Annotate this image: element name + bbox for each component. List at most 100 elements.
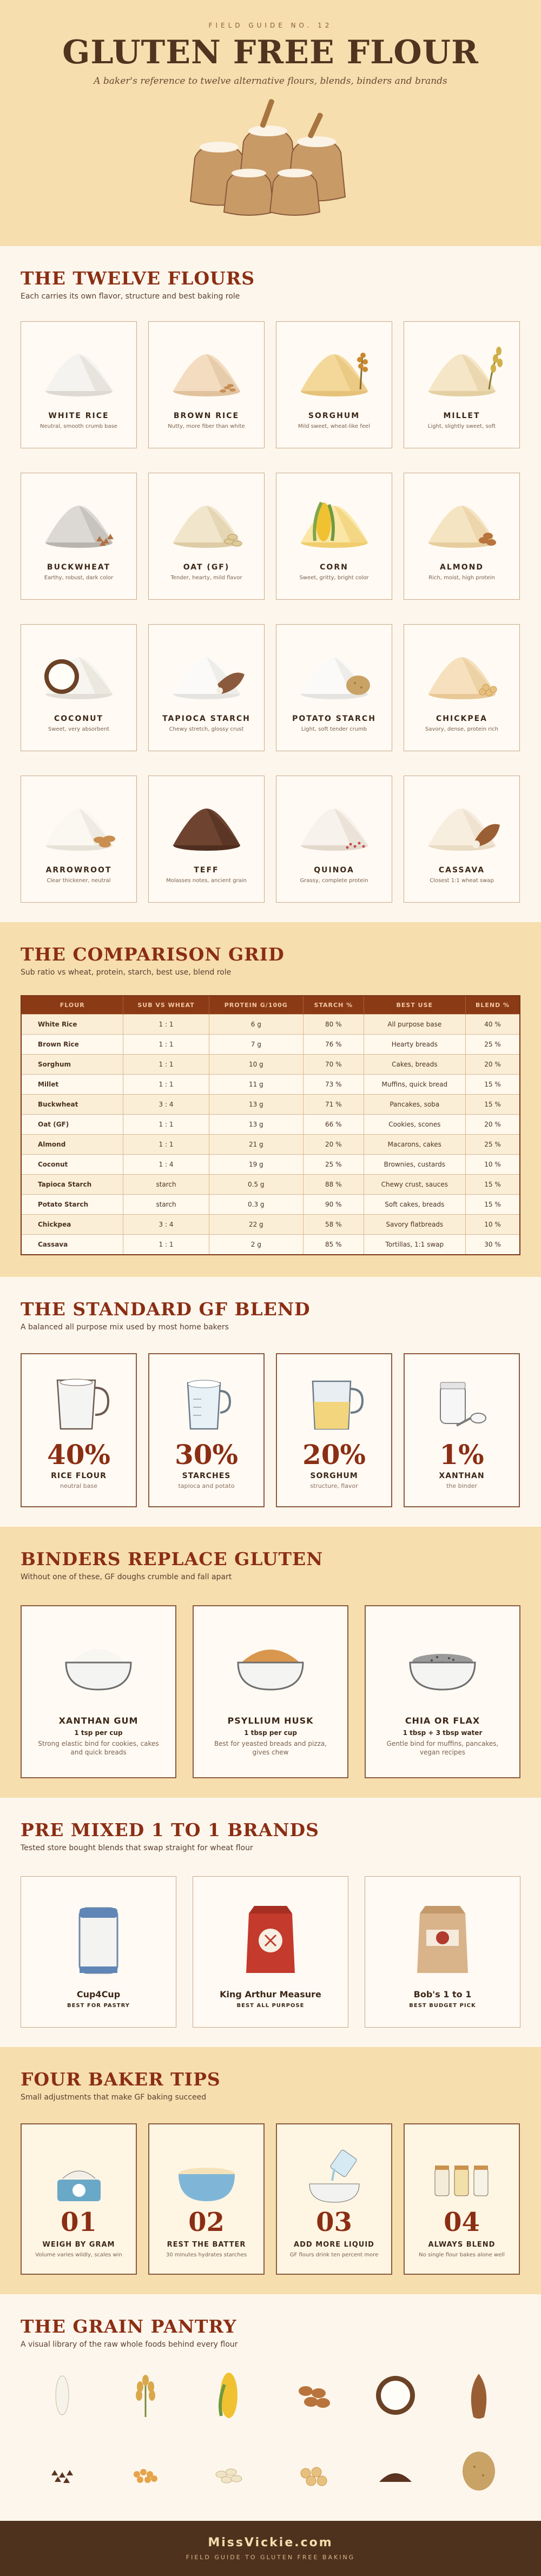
flour-card: ARROWROOT Clear thickener, neutral — [21, 776, 137, 903]
binder-dose: 1 tbsp per cup — [244, 1729, 297, 1737]
binder-dose: 1 tsp per cup — [74, 1729, 123, 1737]
table-row: Sorghum 1 : 1 10 g 70 % Cakes, breads 20 % — [21, 1054, 520, 1075]
flour-desc: Tender, hearty, mild flavor — [170, 575, 242, 581]
table-cell: Tapioca Starch — [21, 1174, 124, 1195]
pantry-item — [285, 2368, 339, 2422]
brands-title: PRE MIXED 1 TO 1 BRANDS — [21, 1819, 319, 1840]
coconut-icon — [376, 2375, 415, 2415]
red-flour-bag-icon — [246, 1905, 295, 1973]
chia-bowl-icon — [409, 1653, 476, 1691]
flour-card: QUINOA Grassy, complete protein — [276, 776, 392, 903]
flour-name: BROWN RICE — [173, 412, 240, 420]
binder-card: CHIA OR FLAX 1 tbsp + 3 tbsp water Gentl… — [365, 1605, 520, 1778]
flour-card: CORN Sweet, gritty, bright color — [276, 473, 392, 600]
binder-desc: Gentle bind for muffins, pancakes, vegan… — [386, 1739, 499, 1757]
table-header-row: FLOUR SUB VS WHEAT PROTEIN G/100G STARCH % B… — [21, 996, 520, 1015]
binder-desc: Strong elastic bind for cookies, cakes a… — [38, 1739, 159, 1757]
table-row: Chickpea 3 : 4 22 g 58 % Savory flatbreads 10… — [21, 1214, 520, 1235]
table-cell: 76 % — [302, 1034, 364, 1055]
table-cell: 20 % — [465, 1114, 520, 1135]
brand-name: King Arthur Measure — [220, 1989, 321, 1999]
table-cell: All purpose base — [363, 1014, 466, 1035]
table-cell: Chewy crust, sauces — [363, 1174, 466, 1195]
table-cell: 20 % — [465, 1054, 520, 1075]
table-cell: 1 : 1 — [123, 1074, 209, 1095]
table-cell: 25 % — [302, 1154, 364, 1175]
table-cell: 1 : 1 — [123, 1134, 209, 1155]
millet-flour-icon — [428, 347, 503, 396]
table-cell: 58 % — [302, 1214, 364, 1235]
table-header-cell: BLEND % — [465, 996, 520, 1015]
tip-number: 01 — [61, 2207, 97, 2237]
table-row: Millet 1 : 1 11 g 73 % Muffins, quick bread 1… — [21, 1074, 520, 1095]
table-row: Buckwheat 3 : 4 13 g 71 % Pancakes, soba 15 % — [21, 1094, 520, 1115]
table-cell: Soft cakes, breads — [363, 1194, 466, 1215]
binder-card: PSYLLIUM HUSK 1 tbsp per cup Best for ye… — [193, 1605, 348, 1778]
table-cell: 0.5 g — [208, 1174, 304, 1195]
flours-title: THE TWELVE FLOURS — [21, 268, 255, 289]
jars-icon — [434, 2165, 488, 2196]
chickpeas-icon — [300, 2467, 327, 2486]
blend-card: 40% RICE FLOUR neutral base — [21, 1353, 137, 1507]
cassava-root-icon — [471, 2373, 487, 2419]
table-cell: 6 g — [208, 1014, 304, 1035]
flour-card: BUCKWHEAT Earthy, robust, dark color — [21, 473, 137, 600]
tip-number: 03 — [316, 2207, 352, 2237]
tip-title: REST THE BATTER — [167, 2240, 246, 2249]
pantry-item — [35, 2368, 89, 2422]
tip-title: WEIGH BY GRAM — [42, 2240, 115, 2249]
flour-name: POTATO STARCH — [292, 714, 376, 723]
comparison-subtitle: Sub ratio vs wheat, protein, starch, bes… — [21, 968, 232, 977]
table-cell: 25 % — [465, 1034, 520, 1055]
table-cell: Tortillas, 1:1 swap — [363, 1234, 466, 1255]
table-header-cell: STARCH % — [303, 996, 364, 1015]
canister-icon — [78, 1907, 118, 1974]
blend-label: RICE FLOUR — [51, 1471, 107, 1480]
brands-section: PRE MIXED 1 TO 1 BRANDS Tested store bou… — [0, 1797, 541, 2047]
table-row: Coconut 1 : 4 19 g 25 % Brownies, custards 10… — [21, 1154, 520, 1175]
flour-name: BUCKWHEAT — [47, 563, 111, 572]
table-cell: 80 % — [302, 1014, 364, 1035]
table-cell: 15 % — [465, 1194, 520, 1215]
tip-card: 04 ALWAYS BLEND No single flour bakes al… — [404, 2123, 520, 2275]
table-cell: 1 : 1 — [123, 1114, 209, 1135]
flour-desc: Light, slightly sweet, soft — [427, 423, 496, 429]
xanthan-bowl-icon — [65, 1648, 132, 1691]
table-header-cell: FLOUR — [21, 996, 124, 1015]
hero-header: FIELD GUIDE NO. 12 GLUTEN FREE FLOUR A b… — [0, 0, 541, 246]
comparison-section: THE COMPARISON GRID Sub ratio vs wheat, … — [0, 922, 541, 1277]
corn-flour-icon — [300, 501, 368, 548]
jar-and-spoon-icon — [439, 1382, 486, 1427]
flour-card: CHICKPEA Savory, dense, protein rich — [404, 624, 520, 751]
table-cell: Sorghum — [21, 1054, 124, 1075]
table-cell: 13 g — [208, 1094, 304, 1115]
table-cell: 1 : 1 — [123, 1054, 209, 1075]
table-cell: Coconut — [21, 1154, 124, 1175]
footer-brand-link[interactable]: MissVickie.com — [208, 2535, 333, 2549]
table-cell: 1 : 1 — [123, 1034, 209, 1055]
table-cell: 30 % — [465, 1234, 520, 1255]
blend-grid: 40% RICE FLOUR neutral base 30% STARCHES… — [21, 1353, 520, 1507]
measuring-jug-icon — [56, 1379, 109, 1429]
flour-desc: Nutty, more fiber than white — [168, 423, 245, 429]
rice-grain-icon — [55, 2375, 69, 2415]
table-header-cell: BEST USE — [364, 996, 466, 1015]
table-row: Tapioca Starch starch 0.5 g 88 % Chewy crust… — [21, 1174, 520, 1195]
blend-label: SORGHUM — [310, 1471, 358, 1480]
table-cell: starch — [123, 1194, 209, 1215]
teff-pile-icon — [379, 2473, 412, 2482]
pantry-item — [368, 2368, 423, 2422]
tip-card: 02 REST THE BATTER 30 minutes hydrates s… — [148, 2123, 265, 2275]
binder-dose: 1 tbsp + 3 tbsp water — [403, 1729, 483, 1737]
blend-card: 20% SORGHUM structure, flavor — [276, 1353, 392, 1507]
blend-desc: structure, flavor — [310, 1482, 358, 1489]
blend-card: 30% STARCHES tapioca and potato — [148, 1353, 265, 1507]
table-cell: Macarons, cakes — [363, 1134, 466, 1155]
table-cell: 0.3 g — [208, 1194, 304, 1215]
flour-card: CASSAVA Closest 1:1 wheat swap — [404, 776, 520, 903]
sorghum-stalk-icon — [136, 2374, 155, 2417]
batter-bowl-icon — [178, 2167, 235, 2201]
flour-name: ARROWROOT — [45, 866, 112, 875]
flour-card: TAPIOCA STARCH Chewy stretch, glossy cru… — [148, 624, 265, 751]
